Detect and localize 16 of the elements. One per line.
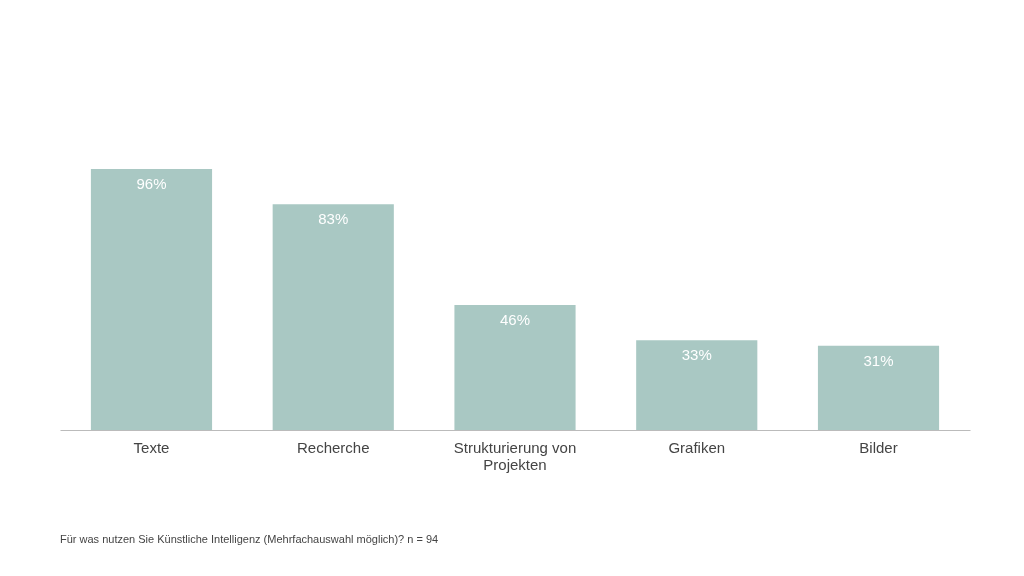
x-tick-label: Texte (133, 438, 170, 456)
data-label: 33% (681, 346, 712, 364)
bar (817, 345, 940, 430)
x-tick-label: Grafiken (668, 438, 726, 456)
bar (272, 204, 394, 430)
x-tick-label: Strukturierung von Projekten (453, 438, 577, 473)
data-label: 96% (136, 175, 167, 192)
x-tick-label: Recherche (296, 438, 370, 456)
data-label: 31% (863, 351, 894, 369)
data-label: 46% (499, 310, 531, 328)
bar (454, 304, 576, 430)
bar (90, 169, 213, 430)
data-label: 83% (318, 210, 349, 228)
x-tick-label: Bilder (859, 438, 898, 456)
bar (636, 340, 758, 430)
text: Für was nutzen Sie Künstliche Intelligenz (Mehrfachauswahl möglich)? n = 94 (60, 533, 439, 545)
